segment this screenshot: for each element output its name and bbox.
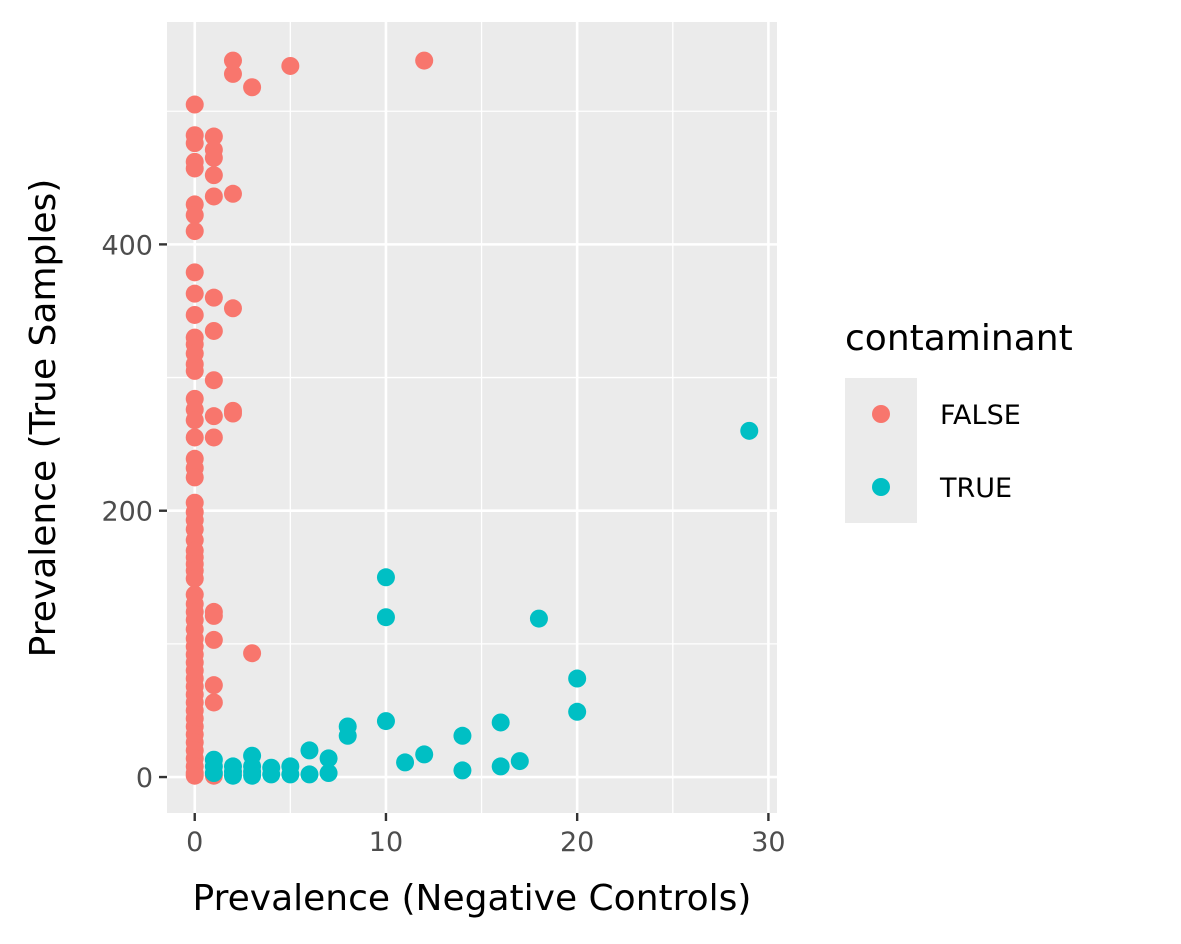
legend-title: contaminant bbox=[845, 318, 1073, 359]
data-point-true bbox=[529, 609, 548, 628]
data-point-false bbox=[185, 284, 204, 303]
data-point-true bbox=[376, 568, 395, 587]
data-point-false bbox=[415, 51, 434, 70]
y-axis: 0 200 400 bbox=[101, 230, 167, 794]
data-point-false bbox=[185, 428, 204, 447]
data-point-false bbox=[204, 630, 223, 649]
data-point-false bbox=[223, 401, 242, 420]
grid-minor bbox=[167, 22, 777, 813]
data-point-true bbox=[453, 761, 472, 780]
data-point-true bbox=[319, 764, 338, 783]
data-point-false bbox=[223, 184, 242, 203]
data-point-false bbox=[204, 676, 223, 695]
data-point-true bbox=[300, 765, 319, 784]
data-point-false bbox=[185, 569, 204, 588]
data-point-false bbox=[243, 644, 262, 663]
data-point-false bbox=[204, 321, 223, 340]
data-point-false bbox=[185, 411, 204, 430]
data-point-false bbox=[204, 148, 223, 167]
data-point-false bbox=[185, 222, 204, 241]
data-point-false bbox=[185, 159, 204, 178]
data-point-false bbox=[204, 407, 223, 426]
y-tick-label: 400 bbox=[101, 230, 153, 261]
data-point-true bbox=[300, 741, 319, 760]
legend-label-true: TRUE bbox=[939, 473, 1012, 504]
data-point-false bbox=[185, 134, 204, 153]
y-tick-label: 200 bbox=[101, 497, 153, 528]
y-tick-label: 0 bbox=[136, 763, 153, 794]
legend-key-background bbox=[845, 378, 917, 523]
data-point-false bbox=[204, 187, 223, 206]
data-point-true bbox=[568, 702, 587, 721]
x-tick-label: 10 bbox=[369, 827, 403, 858]
data-point-true bbox=[491, 713, 510, 732]
data-point-false bbox=[185, 361, 204, 380]
x-tick-label: 30 bbox=[751, 827, 785, 858]
data-point-false bbox=[223, 51, 242, 70]
data-point-false bbox=[204, 428, 223, 447]
x-axis-title: Prevalence (Negative Controls) bbox=[193, 878, 752, 919]
data-point-true bbox=[338, 726, 357, 745]
x-axis: 0 10 20 30 bbox=[186, 813, 786, 858]
legend-items: FALSE TRUE bbox=[872, 400, 1021, 504]
data-point-false bbox=[243, 78, 262, 97]
data-point-false bbox=[223, 299, 242, 318]
data-point-false bbox=[185, 468, 204, 487]
data-point-true bbox=[204, 764, 223, 783]
data-point-true bbox=[740, 421, 759, 440]
legend-key-false bbox=[872, 405, 890, 423]
data-point-false bbox=[204, 693, 223, 712]
legend-key-true bbox=[872, 478, 890, 496]
legend-label-false: FALSE bbox=[940, 400, 1021, 431]
data-points bbox=[185, 51, 759, 785]
data-point-true bbox=[510, 752, 529, 771]
data-point-true bbox=[223, 766, 242, 785]
data-point-false bbox=[185, 263, 204, 282]
data-point-false bbox=[185, 95, 204, 114]
data-point-false bbox=[223, 64, 242, 83]
data-point-false bbox=[204, 127, 223, 146]
y-axis-title: Prevalence (True Samples) bbox=[23, 179, 64, 658]
data-point-true bbox=[396, 753, 415, 772]
data-point-true bbox=[281, 765, 300, 784]
data-point-false bbox=[185, 766, 204, 785]
data-point-true bbox=[568, 669, 587, 688]
data-point-false bbox=[185, 206, 204, 225]
data-point-true bbox=[243, 766, 262, 785]
data-point-false bbox=[204, 288, 223, 307]
data-point-true bbox=[376, 608, 395, 627]
data-point-true bbox=[262, 765, 281, 784]
data-point-true bbox=[453, 726, 472, 745]
data-point-false bbox=[204, 371, 223, 390]
data-point-false bbox=[204, 166, 223, 185]
x-tick-label: 0 bbox=[186, 827, 203, 858]
data-point-false bbox=[281, 56, 300, 75]
legend: contaminant FALSE TRUE bbox=[845, 318, 1073, 523]
data-point-false bbox=[185, 305, 204, 324]
data-point-true bbox=[491, 757, 510, 776]
data-point-true bbox=[376, 712, 395, 731]
data-point-false bbox=[204, 606, 223, 625]
panel-background bbox=[167, 22, 777, 813]
data-point-true bbox=[319, 749, 338, 768]
data-point-true bbox=[415, 745, 434, 764]
x-tick-label: 20 bbox=[560, 827, 594, 858]
